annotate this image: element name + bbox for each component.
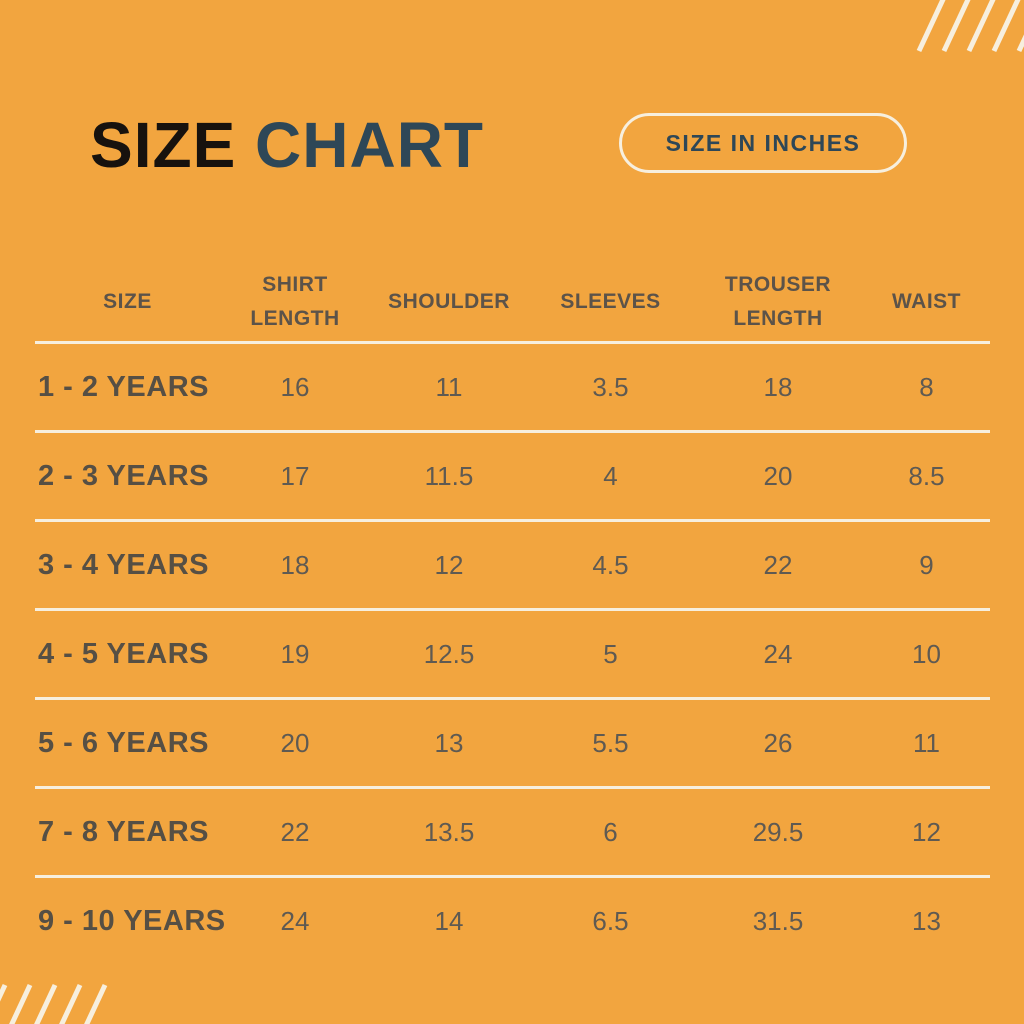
diagonal-stripe: [1016, 0, 1024, 53]
cell-value: 31.5: [752, 905, 804, 936]
cell-value: 18: [280, 549, 310, 580]
cell-value: 13.5: [423, 816, 475, 847]
size-unit-badge-label: SIZE IN INCHES: [665, 129, 861, 156]
row-size-label: 9 - 10 YEARS: [38, 904, 226, 937]
column-header: TROUSER LENGTH: [724, 272, 832, 330]
cell-value: 20: [280, 727, 310, 758]
table-row: 1 - 2 YEARS 16 11 3.5 18 8: [35, 344, 990, 433]
cell-value: 5: [603, 638, 618, 669]
cell-value: 16: [280, 371, 310, 402]
cell-value: 6: [603, 816, 618, 847]
table-row: 9 - 10 YEARS 24 14 6.5 31.5 13: [35, 878, 990, 964]
cell-value: 29.5: [752, 816, 804, 847]
row-size-label: 5 - 6 YEARS: [38, 726, 209, 759]
cell-value: 14: [434, 905, 464, 936]
cell-value: 8: [919, 371, 934, 402]
cell-value: 11.5: [424, 460, 474, 491]
column-header: SHOULDER: [388, 289, 510, 313]
cell-value: 26: [763, 727, 793, 758]
table-row: 3 - 4 YEARS 18 12 4.5 22 9: [35, 522, 990, 611]
table-row: 7 - 8 YEARS 22 13.5 6 29.5 12: [35, 789, 990, 878]
cell-value: 10: [912, 638, 941, 669]
table-header-row: SIZE SHIRT LENGTH SHOULDER SLEEVES TROUSER L…: [35, 262, 990, 344]
column-header: SLEEVES: [560, 289, 661, 313]
cell-value: 22: [280, 816, 310, 847]
cell-value: 12: [912, 816, 941, 847]
cell-value: 22: [763, 549, 793, 580]
cell-value: 19: [280, 638, 310, 669]
column-header: WAIST: [892, 289, 961, 313]
column-header: SIZE: [103, 289, 152, 313]
table-row: 2 - 3 YEARS 17 11.5 4 20 8.5: [35, 433, 990, 522]
table-body: 1 - 2 YEARS 16 11 3.5 18 8 2 - 3 YEARS 17 11.…: [35, 344, 990, 964]
title-word-size: SIZE: [90, 109, 237, 181]
table-row: 5 - 6 YEARS 20 13 5.5 26 11: [35, 700, 990, 789]
diagonal-stripe: [0, 983, 8, 1024]
cell-value: 18: [763, 371, 793, 402]
row-size-label: 2 - 3 YEARS: [38, 459, 209, 492]
cell-value: 12.5: [423, 638, 475, 669]
cell-value: 17: [280, 460, 310, 491]
page-title: SIZE CHART: [90, 108, 484, 182]
cell-value: 20: [763, 460, 793, 491]
size-unit-badge: SIZE IN INCHES: [619, 113, 907, 173]
title-word-chart: CHART: [255, 109, 484, 181]
cell-value: 6.5: [592, 905, 629, 936]
cell-value: 12: [434, 549, 464, 580]
size-table: SIZE SHIRT LENGTH SHOULDER SLEEVES TROUSER L…: [35, 262, 990, 964]
row-size-label: 1 - 2 YEARS: [38, 370, 209, 403]
cell-value: 4: [603, 460, 618, 491]
cell-value: 24: [280, 905, 310, 936]
column-header: SHIRT LENGTH: [250, 272, 340, 330]
cell-value: 13: [434, 727, 464, 758]
cell-value: 4.5: [592, 549, 629, 580]
row-size-label: 4 - 5 YEARS: [38, 637, 209, 670]
cell-value: 3.5: [592, 371, 629, 402]
row-size-label: 3 - 4 YEARS: [38, 548, 209, 581]
row-size-label: 7 - 8 YEARS: [38, 815, 209, 848]
cell-value: 13: [912, 905, 941, 936]
cell-value: 24: [763, 638, 793, 669]
table-row: 4 - 5 YEARS 19 12.5 5 24 10: [35, 611, 990, 700]
cell-value: 11: [435, 371, 463, 402]
cell-value: 11: [913, 727, 940, 758]
cell-value: 5.5: [592, 727, 629, 758]
cell-value: 8.5: [908, 460, 945, 491]
cell-value: 9: [919, 549, 934, 580]
